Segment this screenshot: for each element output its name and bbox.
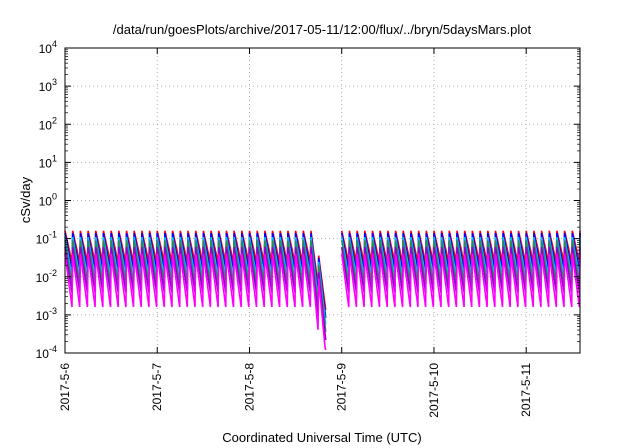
x-tick-label: 2017-5-6 [58, 363, 72, 411]
y-tick-label: 10-2 [36, 268, 57, 285]
series-line-6 [64, 253, 327, 351]
y-tick-label: 101 [39, 153, 57, 170]
y-tick-label: 104 [39, 39, 57, 56]
y-tick-label: 102 [39, 115, 57, 132]
ticks: 10-4 10-3 10-2 10-1 100 101 102 103 104 2017-5-6 2… [36, 39, 580, 418]
y-axis-label: cSv/day [18, 176, 33, 223]
y-tick-label: 103 [39, 77, 57, 94]
y-tick-label: 10-4 [36, 344, 57, 361]
x-axis-label: Coordinated Universal Time (UTC) [222, 430, 421, 445]
y-tick-label: 10-3 [36, 306, 57, 323]
x-tick-label: 2017-5-7 [150, 363, 164, 411]
y-tick-label: 10-1 [36, 230, 57, 247]
x-tick-label: 2017-5-8 [242, 363, 256, 411]
grid [65, 48, 580, 353]
x-tick-label: 2017-5-10 [427, 363, 441, 418]
x-tick-label: 2017-5-11 [519, 363, 533, 417]
y-tick-label: 100 [39, 192, 57, 209]
x-tick-label: 2017-5-9 [335, 363, 349, 411]
series-line-5 [340, 246, 581, 293]
series-layer [64, 230, 581, 351]
series-line-6 [340, 253, 581, 308]
chart-title: /data/run/goesPlots/archive/2017-05-11/1… [113, 22, 532, 37]
